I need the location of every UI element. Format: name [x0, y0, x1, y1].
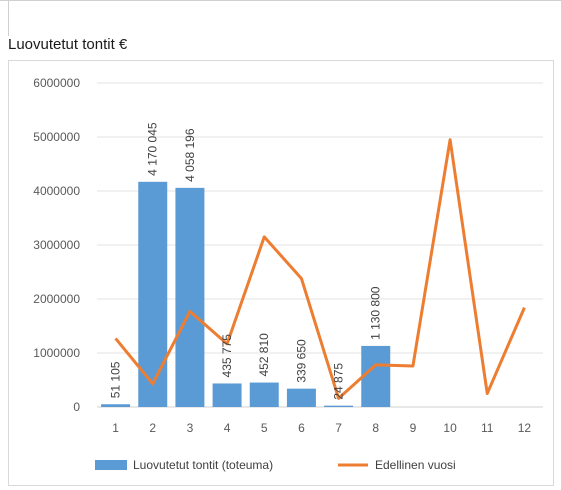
- x-tick-label: 5: [261, 421, 268, 435]
- left-border: [8, 0, 9, 36]
- x-tick-label: 11: [481, 421, 494, 435]
- legend: Luovutetut tontit (toteuma) Edellinen vuo…: [95, 458, 456, 472]
- legend-bar-swatch: [95, 460, 127, 470]
- x-tick-label: 6: [298, 421, 305, 435]
- bar: [324, 405, 354, 407]
- data-label: 51 105: [109, 361, 123, 398]
- bar: [212, 383, 242, 407]
- gridlines: [97, 82, 543, 408]
- top-border: [0, 0, 561, 1]
- y-tick-label: 4000000: [33, 184, 80, 198]
- x-tick-label: 7: [335, 421, 342, 435]
- data-label: 452 810: [257, 333, 271, 377]
- y-tick-label: 1000000: [33, 346, 80, 360]
- bar: [101, 404, 131, 407]
- data-label: 339 650: [294, 339, 308, 383]
- bar: [138, 181, 168, 407]
- chart-frame: [8, 60, 554, 486]
- bar-series: [101, 181, 391, 407]
- y-tick-label: 3000000: [33, 238, 80, 252]
- legend-line-label: Edellinen vuosi: [375, 458, 456, 472]
- y-axis-ticks: 0 1000000 2000000 3000000 4000000 5000000 6000…: [33, 76, 80, 414]
- data-label: 435 775: [220, 334, 234, 378]
- data-label: 1 130 800: [369, 286, 383, 340]
- data-label: 24 875: [332, 363, 346, 400]
- x-tick-label: 10: [443, 421, 457, 435]
- x-tick-label: 4: [224, 421, 231, 435]
- x-tick-label: 1: [112, 421, 119, 435]
- data-labels: 51 105 4 170 045 4 058 196 435 775 452 810 33…: [109, 122, 383, 400]
- bar: [249, 382, 279, 407]
- x-tick-label: 12: [518, 421, 532, 435]
- x-tick-label: 9: [410, 421, 417, 435]
- bar: [361, 345, 391, 407]
- x-tick-label: 2: [149, 421, 156, 435]
- x-axis-ticks: 1 2 3 4 5 6 7 8 9 10 11 12: [112, 421, 531, 435]
- y-tick-label: 2000000: [33, 292, 80, 306]
- data-label: 4 058 196: [183, 128, 197, 182]
- x-tick-label: 3: [187, 421, 194, 435]
- chart-title: Luovutetut tontit €: [8, 36, 128, 53]
- line-series-path: [114, 138, 526, 400]
- legend-bar-label: Luovutetut tontit (toteuma): [133, 458, 273, 472]
- bar: [286, 388, 316, 407]
- y-tick-label: 6000000: [33, 76, 80, 90]
- x-tick-label: 8: [372, 421, 379, 435]
- line-series: [114, 138, 526, 400]
- data-label: 4 170 045: [146, 122, 160, 176]
- y-tick-label: 0: [73, 400, 80, 414]
- y-tick-label: 5000000: [33, 130, 80, 144]
- bar: [175, 187, 205, 407]
